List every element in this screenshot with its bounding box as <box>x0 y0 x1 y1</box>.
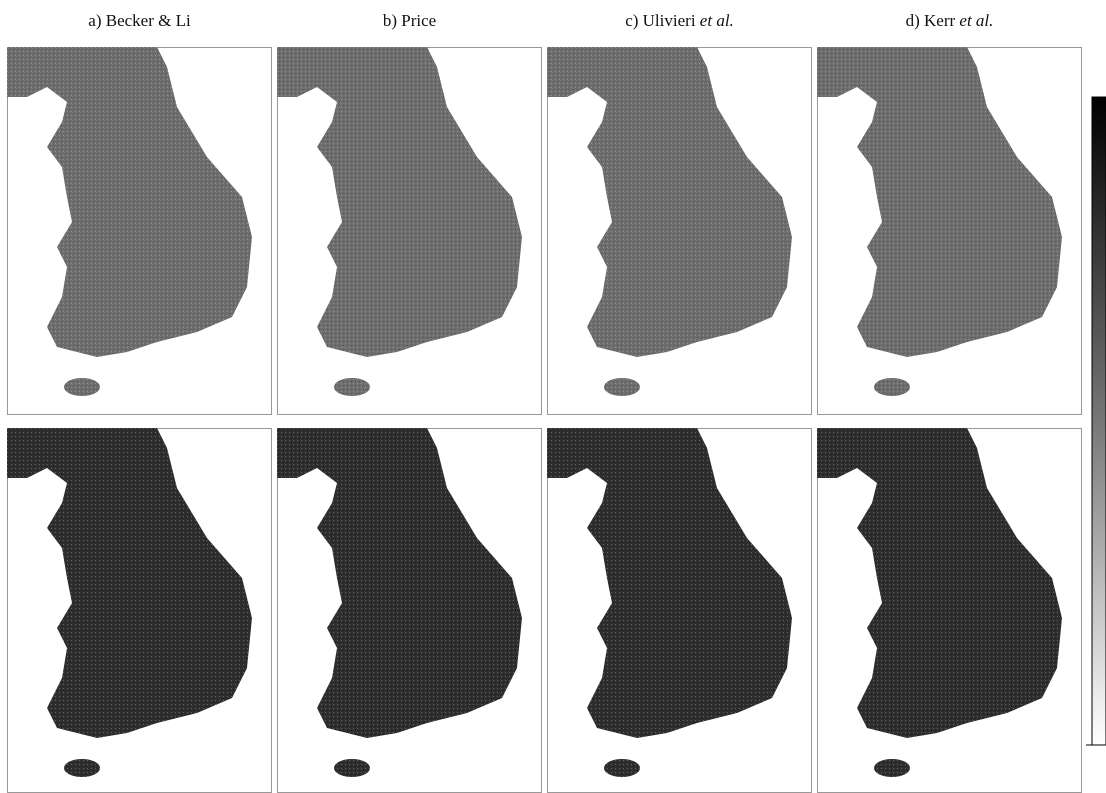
figure: a) Becker & Li b) Price c) Ulivieri et al.… <box>0 0 1106 793</box>
panel-title-text: d) Kerr <box>906 11 956 30</box>
panel-title: c) Ulivieri et al. <box>625 11 734 30</box>
panel-title: d) Kerr et al. <box>906 11 994 30</box>
colorbar <box>1092 97 1106 745</box>
panel-title-italic: et al. <box>700 11 734 30</box>
panel-title-italic: et al. <box>959 11 993 30</box>
panel-title-text: c) Ulivieri <box>625 11 696 30</box>
panel-title-text: b) Price <box>383 11 436 30</box>
page: a) Becker & Li b) Price c) Ulivieri et al.… <box>0 0 1106 793</box>
panel-title: b) Price <box>383 11 436 30</box>
panel-title: a) Becker & Li <box>88 11 191 30</box>
panel-title-text: a) Becker & Li <box>88 11 191 30</box>
